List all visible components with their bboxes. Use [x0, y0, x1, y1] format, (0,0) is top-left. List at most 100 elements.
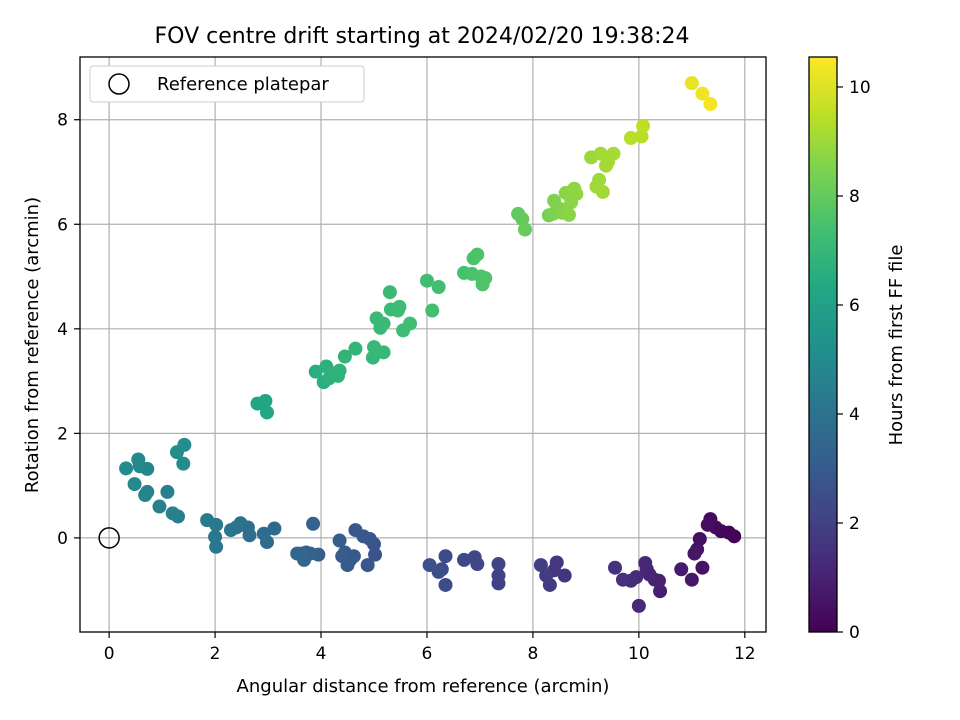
data-point [131, 452, 146, 467]
colorbar-tick-label: 0 [849, 623, 860, 643]
colorbar-tick-label: 2 [849, 514, 860, 534]
data-point [470, 247, 485, 262]
reference-platepar-marker [98, 527, 120, 549]
data-point [392, 299, 407, 314]
y-tick-label: 6 [57, 215, 68, 235]
colorbar-tick-label: 8 [849, 187, 860, 207]
data-point [431, 280, 446, 294]
data-point [457, 552, 472, 567]
data-point [365, 350, 380, 365]
data-point [684, 76, 699, 91]
y-tick-label: 8 [57, 111, 68, 131]
chart-title: FOV centre drift starting at 2024/02/20 … [155, 24, 690, 49]
data-point [376, 316, 391, 331]
data-point [491, 568, 506, 583]
data-point [160, 484, 175, 499]
data-point [592, 172, 607, 187]
data-point [687, 546, 702, 561]
data-point [533, 558, 548, 573]
y-tick-label: 2 [57, 424, 68, 444]
y-axis-label: Rotation from reference (arcmin) [22, 197, 43, 493]
x-tick-label: 6 [422, 644, 433, 664]
data-point [561, 207, 576, 222]
colorbar-gradient [808, 56, 838, 633]
data-point [335, 549, 350, 564]
legend-entry-reference: Reference platepar [157, 74, 329, 95]
data-point [138, 488, 153, 503]
data-point [515, 212, 530, 227]
data-point [478, 271, 493, 286]
data-point [348, 523, 363, 538]
data-point [256, 526, 271, 541]
colorbar-label: Hours from first FF file [886, 245, 907, 446]
data-point [200, 513, 215, 528]
data-point [258, 393, 273, 408]
data-point [615, 572, 630, 587]
data-point [419, 273, 434, 288]
data-point [348, 341, 363, 356]
x-tick-label: 2 [210, 644, 221, 664]
colorbar-tick-label: 4 [849, 405, 860, 425]
data-point [631, 598, 646, 613]
data-point [332, 533, 347, 548]
data-point [438, 577, 453, 592]
x-tick-label: 10 [628, 644, 650, 664]
plot-frame [79, 56, 767, 633]
data-point [703, 97, 718, 112]
data-point [653, 584, 668, 599]
x-tick-label: 4 [316, 644, 327, 664]
data-point [127, 477, 142, 492]
y-tick-label: 0 [57, 529, 68, 549]
data-point [700, 517, 715, 532]
data-point [595, 184, 610, 199]
data-point [674, 562, 689, 577]
x-tick-label: 12 [734, 644, 756, 664]
data-point [376, 345, 391, 360]
data-point [608, 560, 623, 575]
data-point [330, 368, 345, 383]
legend: Reference platepar [89, 65, 365, 103]
data-point [290, 546, 305, 561]
data-point [308, 364, 323, 379]
data-point [491, 557, 506, 572]
data-point [623, 131, 638, 146]
data-point [403, 316, 418, 331]
data-point [539, 568, 554, 583]
data-point [223, 523, 238, 538]
data-point [634, 129, 649, 144]
y-axis-ticks: 0 2 4 6 8 [57, 111, 80, 549]
data-point [606, 146, 621, 161]
legend-box [89, 65, 365, 103]
data-point [169, 445, 184, 460]
data-point [569, 186, 584, 201]
data-point [208, 529, 223, 544]
scatter-points [119, 76, 742, 613]
data-point [360, 558, 375, 573]
data-point [176, 456, 191, 471]
data-point [382, 285, 397, 300]
data-point [438, 549, 453, 564]
y-tick-label: 4 [57, 320, 68, 340]
x-tick-label: 0 [104, 644, 115, 664]
colorbar: 0 2 4 6 8 10 Hours from first FF file [808, 56, 907, 643]
data-point [467, 550, 482, 565]
data-point [119, 461, 134, 476]
data-point [638, 556, 653, 570]
grid-lines [80, 57, 766, 632]
data-point [425, 303, 440, 318]
data-point [267, 521, 282, 536]
colorbar-tick-label: 10 [849, 78, 871, 98]
data-point [368, 547, 383, 562]
data-point [695, 86, 710, 101]
x-axis-ticks: 0 2 4 6 8 10 12 [104, 632, 756, 664]
data-point [337, 349, 352, 364]
data-point [557, 568, 572, 583]
x-tick-label: 8 [528, 644, 539, 664]
data-point [165, 506, 180, 521]
colorbar-tick-label: 6 [849, 296, 860, 316]
data-point [259, 405, 274, 420]
data-point [306, 516, 321, 531]
data-point [692, 531, 707, 546]
data-point [152, 499, 167, 514]
